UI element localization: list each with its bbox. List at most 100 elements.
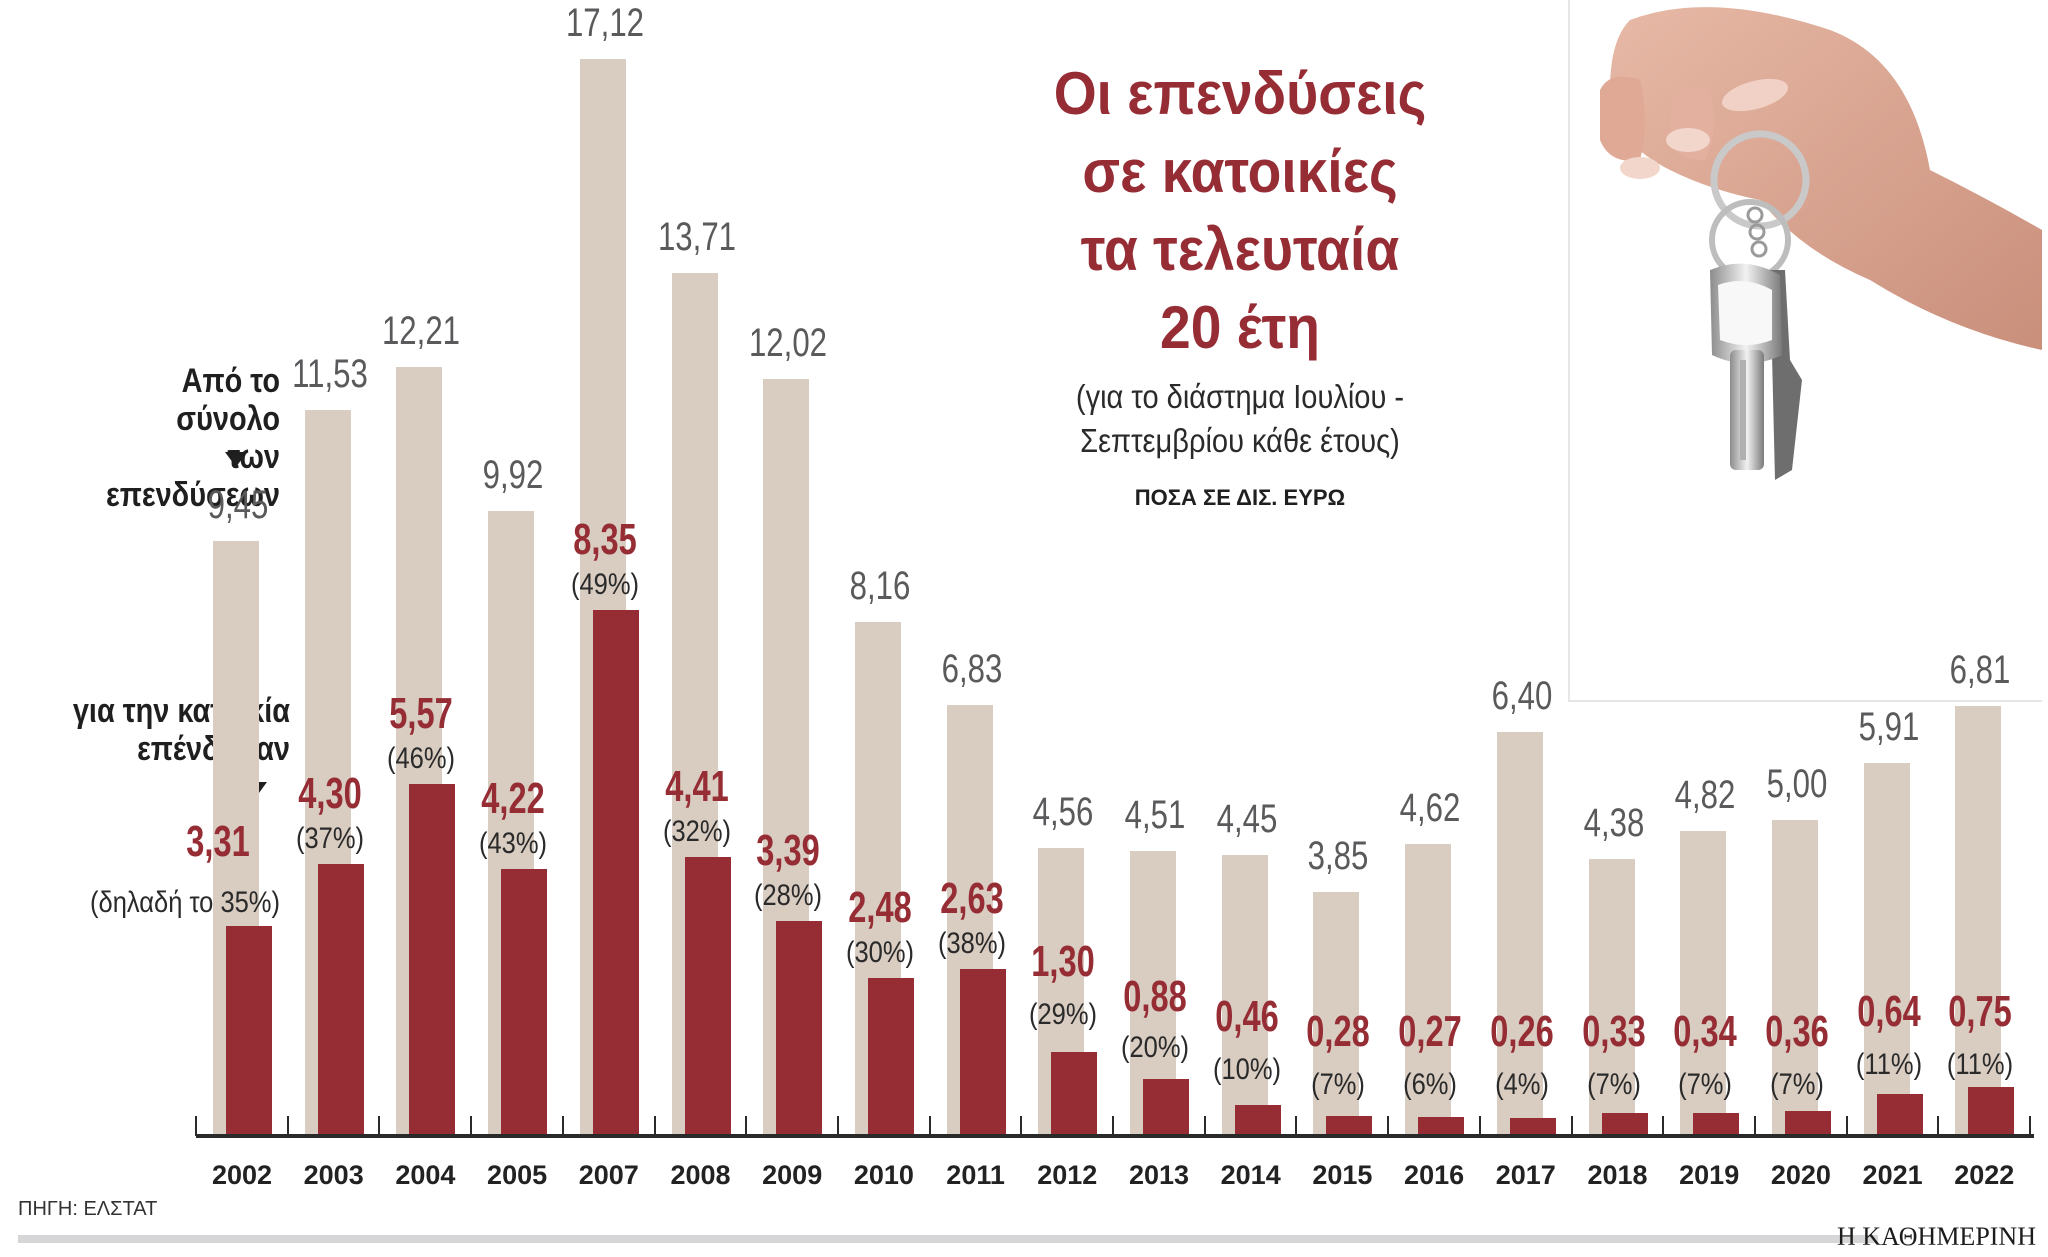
total-value-label: 9,92 — [482, 453, 544, 498]
subtitle-line: Σεπτεμβρίου κάθε έτους) — [1080, 422, 1400, 459]
x-axis-year-label: 2018 — [1587, 1160, 1648, 1190]
housing-value-label: 0,28 — [1306, 1007, 1371, 1056]
x-axis-year-label: 2013 — [1128, 1160, 1190, 1190]
x-axis-year-label: 2016 — [1404, 1160, 1465, 1190]
x-axis-tick — [1478, 1116, 1481, 1136]
total-value-label: 4,38 — [1583, 800, 1644, 845]
total-value-label: 4,62 — [1399, 785, 1461, 830]
chart-subtitle: (για το διάστημα Ιουλίου - Σεπτεμβρίου κ… — [994, 375, 1487, 463]
housing-bar — [959, 968, 1006, 1134]
share-label: (43%) — [479, 826, 548, 860]
housing-bar — [1326, 1116, 1373, 1134]
housing-value-label: 5,57 — [389, 689, 454, 739]
housing-bar — [1143, 1078, 1189, 1134]
brand-logo: Η ΚΑΘΗΜΕΡΙΝΗ — [1837, 1222, 2036, 1251]
total-value-label: 8,16 — [849, 563, 911, 608]
housing-bar — [1968, 1086, 2015, 1134]
housing-value-label: 0,46 — [1214, 992, 1279, 1041]
x-axis-tick — [1203, 1116, 1206, 1136]
x-axis-year-label: 2005 — [487, 1160, 548, 1190]
total-bar — [1588, 858, 1635, 1134]
total-value-label: 4,51 — [1124, 792, 1186, 837]
housing-bar — [1876, 1093, 1923, 1134]
legend-line: Από το σύνολο — [176, 362, 280, 438]
housing-value-label: 2,63 — [939, 873, 1004, 923]
x-axis-tick — [1295, 1116, 1298, 1136]
x-axis-tick — [1112, 1116, 1114, 1136]
total-value-label: 4,56 — [1032, 789, 1094, 834]
share-label: (7%) — [1586, 1068, 1641, 1101]
share-label: (6%) — [1403, 1068, 1458, 1101]
housing-bar — [1509, 1117, 1556, 1134]
x-axis-year-label: 2009 — [762, 1160, 823, 1190]
title-line: τα τελευταία — [1080, 216, 1400, 283]
x-axis-tick — [195, 1116, 197, 1136]
housing-value-label: 4,30 — [297, 768, 362, 818]
housing-value-label: 4,41 — [664, 762, 729, 812]
housing-bar — [684, 857, 731, 1134]
housing-value-label: 4,22 — [481, 773, 545, 823]
housing-bar — [1784, 1111, 1831, 1134]
x-axis-year-label: 2008 — [670, 1160, 731, 1190]
share-label: (28%) — [754, 879, 823, 913]
x-axis-tick — [836, 1116, 839, 1136]
x-axis-tick — [1753, 1116, 1756, 1136]
share-label: (29%) — [1029, 998, 1098, 1031]
title-line: Οι επενδύσεις — [1053, 60, 1427, 127]
housing-bar — [1234, 1105, 1281, 1134]
x-axis-year-label: 2022 — [1954, 1160, 2015, 1190]
x-axis-year-label: 2017 — [1495, 1160, 1556, 1190]
total-bar — [1405, 843, 1452, 1134]
share-label: (4%) — [1494, 1068, 1549, 1101]
housing-bar — [1601, 1113, 1648, 1134]
housing-bar — [409, 784, 456, 1134]
share-label: (11%) — [1855, 1048, 1922, 1081]
share-label: (11%) — [1947, 1048, 2014, 1081]
housing-value-label: 3,39 — [756, 826, 820, 876]
share-label: (7%) — [1769, 1068, 1824, 1101]
total-bar — [1863, 762, 1910, 1134]
x-axis-year-label: 2020 — [1770, 1160, 1831, 1190]
x-axis-tick — [653, 1116, 656, 1136]
total-value-label: 4,82 — [1674, 773, 1736, 818]
hand-holding-keys-photo — [1568, 0, 2042, 702]
housing-bar — [592, 609, 639, 1134]
housing-value-label: 2,48 — [848, 883, 912, 933]
total-value-label: 11,53 — [291, 351, 368, 396]
housing-bar — [1693, 1112, 1740, 1134]
x-axis-tick — [1662, 1116, 1665, 1136]
legend-line: των επενδύσεων — [106, 438, 280, 514]
x-axis-tick — [928, 1116, 931, 1136]
housing-bar — [501, 868, 548, 1134]
footer-divider — [18, 1235, 1878, 1243]
title-line: σε κατοικίες — [1082, 138, 1398, 205]
share-label: (7%) — [1678, 1068, 1733, 1101]
x-axis-tick — [286, 1116, 289, 1136]
housing-value-label: 0,75 — [1948, 987, 2012, 1036]
total-value-label: 6,40 — [1491, 674, 1553, 719]
housing-value-label: 0,64 — [1856, 987, 1921, 1036]
total-bar — [1313, 892, 1360, 1134]
total-value-label: 5,00 — [1766, 762, 1828, 806]
total-value-label: 12,02 — [749, 321, 828, 366]
share-label: (37%) — [295, 821, 364, 855]
total-bar — [1955, 706, 2002, 1134]
total-bar — [1496, 732, 1543, 1134]
housing-bar — [1418, 1117, 1465, 1134]
housing-value-label: 8,35 — [573, 514, 637, 564]
housing-value-label: 0,33 — [1581, 1007, 1646, 1056]
x-axis-tick — [1020, 1116, 1023, 1136]
housing-bar — [1051, 1052, 1098, 1134]
total-value-label: 4,45 — [1216, 796, 1278, 841]
share-label: (10%) — [1212, 1053, 1281, 1086]
x-axis-tick — [1937, 1116, 1940, 1136]
total-value-label: 6,83 — [941, 647, 1002, 692]
total-bar — [1771, 820, 1818, 1134]
x-axis-tick — [2029, 1116, 2031, 1136]
total-value-label: 17,12 — [565, 0, 644, 45]
x-axis-year-label: 2004 — [395, 1160, 456, 1190]
housing-bar — [226, 926, 272, 1134]
x-axis-tick — [470, 1116, 473, 1136]
x-axis-year-label: 2021 — [1862, 1160, 1923, 1190]
housing-value-label: 0,26 — [1490, 1007, 1554, 1056]
